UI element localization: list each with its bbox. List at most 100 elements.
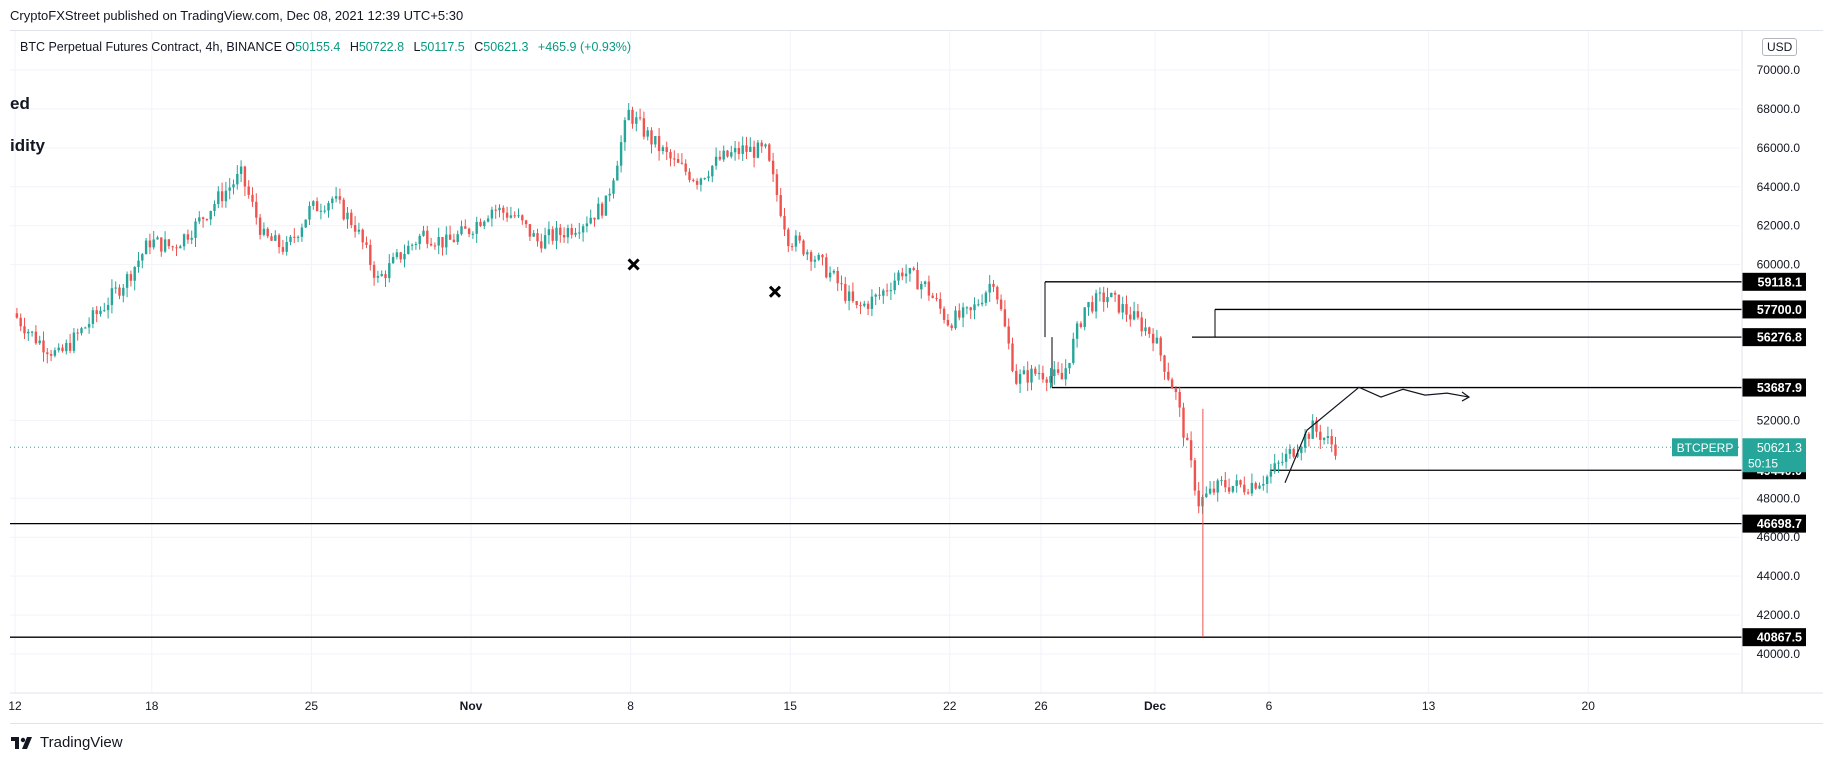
candle-body (1106, 297, 1109, 303)
level-label: 53687.9 (1757, 381, 1802, 395)
candle-body (551, 229, 554, 241)
candle-body (448, 234, 452, 240)
candle-body (604, 195, 608, 216)
candle-body (1216, 480, 1219, 493)
candle-body (91, 310, 95, 324)
candle-body (433, 245, 437, 247)
candle-body (1045, 379, 1048, 383)
candle-body (1227, 487, 1231, 492)
candle-body (570, 228, 573, 235)
candle-body (315, 201, 319, 212)
candle-body (410, 244, 414, 246)
candle-body (441, 236, 444, 248)
candle-body (247, 186, 250, 195)
candle-body (882, 290, 885, 296)
candle-body (1174, 388, 1178, 392)
candle-body (1060, 372, 1064, 380)
candle-body (1113, 292, 1117, 295)
candle-body (133, 266, 136, 281)
candle-body (703, 178, 706, 180)
symbol-info[interactable]: BTC Perpetual Futures Contract, 4h, BINA… (20, 40, 637, 54)
candle-body (1030, 368, 1033, 383)
candle-body (855, 301, 858, 305)
candle-body (802, 240, 805, 255)
candle-body (403, 254, 406, 260)
candle-body (524, 220, 528, 225)
candle-body (460, 226, 463, 235)
candle-body (737, 147, 741, 154)
level-label-bg (1742, 272, 1806, 291)
candle-body (977, 304, 980, 306)
y-tick-label: 44000.0 (1757, 569, 1801, 583)
candle-body (156, 237, 159, 240)
candle-body (954, 310, 957, 329)
candle-body (1334, 444, 1337, 456)
candle-body (638, 117, 642, 119)
candle-body (232, 184, 235, 188)
candle-body (927, 281, 931, 296)
candle-body (1311, 420, 1314, 439)
candle-body (950, 325, 953, 329)
y-tick-label: 46000.0 (1757, 530, 1801, 544)
projection-arrow (1461, 391, 1471, 402)
low-label: L (413, 40, 421, 54)
candle-body (205, 219, 209, 221)
y-tick-label: 48000.0 (1757, 491, 1801, 505)
candle-body (771, 160, 775, 175)
currency-button[interactable]: USD (1762, 38, 1798, 56)
candle-body (1167, 371, 1170, 380)
candle-body (179, 246, 182, 249)
candle-body (1163, 355, 1166, 372)
candle-body (19, 317, 22, 327)
candle-body (646, 130, 649, 137)
y-tick-label: 52000.0 (1757, 413, 1801, 427)
candle-body (661, 147, 665, 152)
candle-body (445, 234, 448, 248)
x-tick-label: 6 (1266, 699, 1273, 713)
candle-body (1041, 373, 1045, 380)
candle-body (1110, 292, 1113, 298)
chart-frame[interactable] (10, 30, 1823, 724)
candle-body (817, 254, 820, 260)
candle-body (471, 233, 475, 235)
candle-body (1303, 433, 1307, 448)
candle-body (106, 305, 110, 311)
candle-body (160, 237, 163, 252)
candle-body (1319, 431, 1322, 440)
candle-body (908, 268, 912, 274)
candle-body (749, 146, 752, 152)
candle-body (821, 254, 824, 258)
candle-body (1254, 482, 1257, 489)
footer-brand[interactable]: TradingView (10, 734, 123, 751)
candle-body (521, 215, 524, 221)
candle-body (528, 224, 532, 237)
candle-body (243, 166, 247, 187)
cut-off-text-2: idity (10, 136, 45, 155)
candle-body (194, 221, 197, 238)
candle-body (426, 230, 429, 244)
candle-body (1026, 370, 1029, 383)
candle-body (889, 290, 893, 292)
candle-body (1326, 436, 1330, 439)
candle-body (1037, 373, 1041, 375)
candle-body (1208, 488, 1212, 494)
candle-body (456, 234, 459, 243)
candle-body (768, 144, 771, 161)
candle-body (1159, 337, 1162, 356)
candle-body (676, 159, 680, 163)
candle-body (775, 174, 779, 196)
candle-body (1140, 317, 1143, 332)
candle-body (494, 209, 497, 211)
close-label: C (474, 40, 484, 54)
tradingview-logo-icon (11, 736, 32, 749)
candle-body (958, 310, 961, 318)
horizontal-levels: 59118.157700.056276.853687.949440.046698… (10, 272, 1806, 647)
candle-body (1212, 488, 1216, 493)
candle-body (346, 212, 349, 220)
candle-body (790, 246, 794, 248)
candle-body (654, 136, 657, 145)
candle-body (585, 223, 589, 227)
candle-body (304, 219, 307, 228)
candle-body (1136, 311, 1140, 318)
